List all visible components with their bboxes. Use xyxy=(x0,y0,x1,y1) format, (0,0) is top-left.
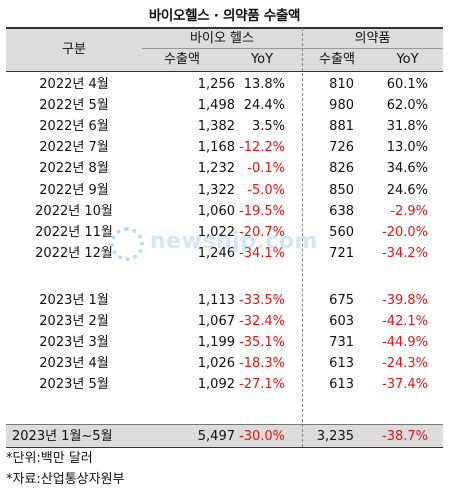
total-bio-yoy: -30.0% xyxy=(239,429,285,444)
bio-yoy: -32.4% xyxy=(239,314,285,330)
pharma-export: 613 xyxy=(329,377,354,393)
pharma-yoy: 34.6% xyxy=(386,161,428,177)
header-pharma-yoy: YoY xyxy=(396,52,419,67)
bio-yoy: -34.1% xyxy=(239,245,285,261)
bio-yoy: -0.1% xyxy=(247,161,285,177)
row-label: 2022년 5월 xyxy=(39,98,109,114)
total-pharma-yoy: -38.7% xyxy=(382,429,428,444)
row-label: 2022년 9월 xyxy=(39,182,109,198)
pharma-export: 810 xyxy=(329,77,354,92)
bio-export: 1,322 xyxy=(197,182,235,198)
pharma-export: 850 xyxy=(329,182,354,198)
bio-yoy: -35.1% xyxy=(239,335,285,351)
pharma-yoy: -42.1% xyxy=(382,314,428,330)
row-label: 2022년 8월 xyxy=(39,161,109,177)
row-label: 2023년 5월 xyxy=(39,377,109,393)
row-label: 2022년 12월 xyxy=(35,245,113,261)
bio-yoy: 24.4% xyxy=(243,98,285,114)
row-label: 2022년 6월 xyxy=(39,119,109,135)
bio-yoy: 13.8% xyxy=(243,77,285,92)
bio-export: 1,232 xyxy=(197,161,235,177)
bio-yoy: -20.7% xyxy=(239,224,285,240)
watermark-logo-icon xyxy=(110,227,144,261)
unit-note: *단위:백만 달러 xyxy=(6,451,93,466)
pharma-export: 721 xyxy=(329,245,354,261)
total-label: 2023년 1월~5월 xyxy=(12,429,113,444)
pharma-export: 613 xyxy=(329,356,354,372)
row-label: 2023년 2월 xyxy=(39,314,109,330)
table-title: 바이오헬스 · 의약품 수출액 xyxy=(148,8,301,24)
bio-export: 1,067 xyxy=(197,314,235,330)
row-label: 2022년 4월 xyxy=(39,77,109,92)
bio-export: 1,498 xyxy=(197,98,235,114)
bottom-rule xyxy=(6,447,443,448)
row-label: 2023년 4월 xyxy=(39,356,109,372)
total-row-background xyxy=(6,425,443,447)
bio-export: 1,060 xyxy=(197,203,235,219)
total-bio-export: 5,497 xyxy=(197,429,235,444)
row-label: 2022년 7월 xyxy=(39,140,109,156)
source-note: *자료:산업통상자원부 xyxy=(6,472,125,487)
total-top-rule xyxy=(6,424,443,425)
bio-export: 1,092 xyxy=(197,377,235,393)
bio-export: 1,256 xyxy=(197,77,235,92)
header-background xyxy=(6,28,443,72)
bio-yoy: -33.5% xyxy=(239,293,285,308)
pharma-export: 638 xyxy=(329,203,354,219)
row-label: 2022년 10월 xyxy=(35,203,113,219)
bio-export: 1,113 xyxy=(197,293,235,308)
bio-yoy: 3.5% xyxy=(251,119,285,135)
pharma-yoy: 31.8% xyxy=(386,119,428,135)
pharma-yoy: -24.3% xyxy=(382,356,428,372)
pharma-yoy: -20.0% xyxy=(382,224,428,240)
pharma-yoy: -39.8% xyxy=(382,293,428,308)
header-divider xyxy=(142,48,443,49)
bio-export: 1,026 xyxy=(197,356,235,372)
pharma-export: 603 xyxy=(329,314,354,330)
pharma-yoy: 13.0% xyxy=(386,140,428,156)
column-group-separator xyxy=(302,28,303,447)
pharma-export: 560 xyxy=(329,224,354,240)
header-bottom-rule xyxy=(6,71,443,72)
pharma-export: 980 xyxy=(329,98,354,114)
pharma-yoy: 62.0% xyxy=(386,98,428,114)
bio-yoy: -27.1% xyxy=(239,377,285,393)
row-label: 2023년 3월 xyxy=(39,335,109,351)
watermark: newsnjp.com xyxy=(110,225,340,265)
bio-yoy: -19.5% xyxy=(239,203,285,219)
bio-export: 1,022 xyxy=(197,224,235,240)
watermark-text: newsnjp.com xyxy=(150,229,318,254)
header-category: 구분 xyxy=(62,42,86,57)
row-label: 2022년 11월 xyxy=(35,224,113,240)
bio-yoy: -18.3% xyxy=(239,356,285,372)
pharma-export: 726 xyxy=(329,140,354,156)
header-bio-yoy: YoY xyxy=(250,52,274,67)
bio-export: 1,168 xyxy=(197,140,235,156)
pharma-yoy: -44.9% xyxy=(382,335,428,351)
total-pharma-export: 3,235 xyxy=(316,429,354,444)
pharma-export: 826 xyxy=(329,161,354,177)
pharma-yoy: -2.9% xyxy=(390,203,428,219)
pharma-export: 731 xyxy=(329,335,354,351)
bio-yoy: -5.0% xyxy=(247,182,285,198)
bio-export: 1,246 xyxy=(197,245,235,261)
pharma-yoy: 60.1% xyxy=(386,77,428,92)
header-pharma: 의약품 xyxy=(354,31,391,46)
header-bio-export: 수출액 xyxy=(164,52,200,67)
pharma-export: 675 xyxy=(329,293,354,308)
bio-export: 1,199 xyxy=(197,335,235,351)
pharma-export: 881 xyxy=(329,119,354,135)
pharma-yoy: -37.4% xyxy=(382,377,428,393)
header-bio: 바이오 헬스 xyxy=(190,31,254,46)
pharma-yoy: -34.2% xyxy=(382,245,428,261)
top-rule xyxy=(6,27,443,29)
bio-export: 1,382 xyxy=(197,119,235,135)
bio-yoy: -12.2% xyxy=(239,140,285,156)
header-pharma-export: 수출액 xyxy=(319,52,355,67)
row-label: 2023년 1월 xyxy=(39,293,109,308)
pharma-yoy: 24.6% xyxy=(386,182,428,198)
